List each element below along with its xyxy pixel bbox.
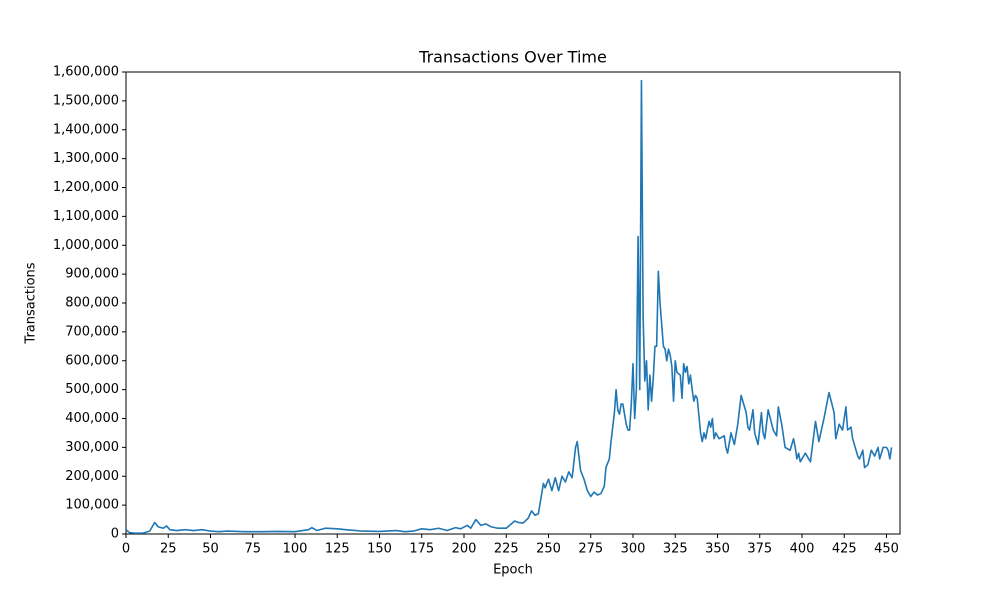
x-tick-label: 175 [409, 542, 434, 557]
x-tick-label: 25 [160, 542, 177, 557]
y-tick-label: 700,000 [65, 324, 119, 339]
x-tick-label: 150 [367, 542, 392, 557]
y-tick-label: 500,000 [65, 382, 119, 397]
x-tick-label: 375 [747, 542, 772, 557]
x-tick-label: 300 [621, 542, 646, 557]
chart-title: Transactions Over Time [418, 48, 607, 67]
y-tick-label: 1,500,000 [53, 93, 119, 108]
y-tick-label: 1,600,000 [53, 65, 119, 80]
y-tick-label: 1,000,000 [53, 238, 119, 253]
y-tick-label: 300,000 [65, 440, 119, 455]
y-axis-label: Transactions [24, 262, 39, 344]
x-tick-label: 125 [325, 542, 350, 557]
y-tick-label: 0 [111, 527, 119, 542]
x-tick-label: 325 [663, 542, 688, 557]
x-tick-label: 425 [832, 542, 857, 557]
x-tick-label: 450 [874, 542, 899, 557]
x-tick-label: 100 [283, 542, 308, 557]
y-tick-label: 100,000 [65, 498, 119, 513]
x-axis-label: Epoch [493, 563, 533, 578]
y-tick-label: 400,000 [65, 411, 119, 426]
x-tick-label: 400 [790, 542, 815, 557]
x-tick-label: 0 [122, 542, 130, 557]
y-tick-label: 800,000 [65, 296, 119, 311]
x-tick-label: 275 [578, 542, 603, 557]
plot-frame [125, 71, 901, 535]
y-tick-label: 200,000 [65, 469, 119, 484]
y-tick-label: 600,000 [65, 353, 119, 368]
x-tick-label: 250 [536, 542, 561, 557]
x-tick-label: 225 [494, 542, 519, 557]
x-tick-label: 75 [244, 542, 261, 557]
line-series [125, 79, 893, 534]
x-tick-label: 50 [202, 542, 219, 557]
y-tick-label: 1,400,000 [53, 122, 119, 137]
x-tick-label: 200 [452, 542, 477, 557]
y-tick-label: 1,100,000 [53, 209, 119, 224]
y-tick-label: 1,200,000 [53, 180, 119, 195]
y-tick-label: 900,000 [65, 267, 119, 282]
y-tick-label: 1,300,000 [53, 151, 119, 166]
x-tick-label: 350 [705, 542, 730, 557]
